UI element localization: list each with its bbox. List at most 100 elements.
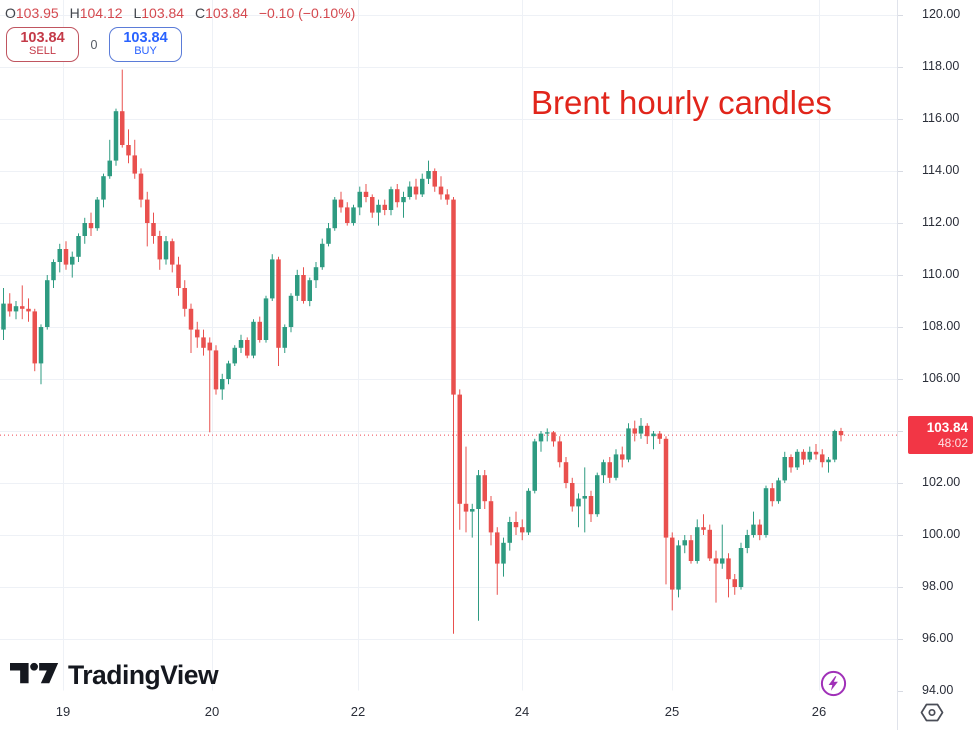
candle <box>145 191 150 247</box>
candle <box>176 256 181 296</box>
price-axis-label: 110.00 <box>922 267 960 281</box>
candle <box>151 212 156 244</box>
price-axis-label: 114.00 <box>922 163 960 177</box>
hidden-marks-eye-icon[interactable] <box>920 703 944 722</box>
candle <box>751 511 756 538</box>
sell-button[interactable]: 103.84 SELL <box>6 27 79 62</box>
candle <box>451 197 456 634</box>
candle <box>651 431 656 450</box>
candle <box>188 303 194 353</box>
candle <box>720 524 725 569</box>
candle <box>620 446 625 468</box>
candle <box>626 423 631 463</box>
time-axis[interactable]: 19 20 22 24 25 26 <box>0 691 897 730</box>
candle <box>382 199 387 216</box>
price-axis-tick <box>898 223 903 224</box>
candle <box>201 329 206 356</box>
candle <box>713 550 719 603</box>
candle <box>138 168 144 208</box>
tradingview-logo[interactable]: TradingView <box>10 660 219 691</box>
legend-change-value: −0.10 (−0.10%) <box>258 5 356 21</box>
candle <box>788 454 794 473</box>
candle <box>707 524 712 561</box>
candle <box>657 431 662 444</box>
candle <box>270 254 275 301</box>
candle <box>526 488 531 535</box>
candle <box>588 490 594 522</box>
price-axis-tick <box>898 587 903 588</box>
candle <box>413 178 419 200</box>
buy-price: 103.84 <box>123 30 168 47</box>
candle <box>163 236 169 265</box>
candle <box>776 477 781 504</box>
candle <box>532 438 537 494</box>
candle <box>13 301 19 320</box>
price-axis-tick <box>898 691 903 692</box>
candle <box>495 527 500 595</box>
candle <box>357 186 362 216</box>
price-axis-label: 116.00 <box>922 111 960 125</box>
candle <box>782 451 787 483</box>
sell-label: SELL <box>29 45 56 58</box>
legend-open-label: O <box>5 5 16 21</box>
candle <box>407 181 412 200</box>
trade-panel: 103.84 SELL 0 103.84 BUY <box>6 27 182 62</box>
candle <box>226 360 231 385</box>
candle <box>538 431 544 452</box>
legend-low-label: L <box>133 5 142 21</box>
price-axis[interactable]: 103.84 48:02 120.00 118.00 116.00 114.00 112… <box>897 0 975 730</box>
candle <box>313 262 319 288</box>
tradingview-logo-text: TradingView <box>68 660 219 690</box>
candle <box>613 449 619 481</box>
candle <box>26 298 31 322</box>
price-axis-label: 106.00 <box>922 371 961 385</box>
candle <box>113 108 119 166</box>
candle <box>170 238 175 273</box>
price-axis-tick <box>898 483 903 484</box>
candle <box>570 477 575 512</box>
candle <box>132 139 137 179</box>
candle <box>338 191 344 213</box>
candle <box>470 503 475 538</box>
time-axis-label: 24 <box>514 704 530 719</box>
candle <box>363 184 369 203</box>
price-axis-tick <box>898 639 903 640</box>
current-price-value: 103.84 <box>926 420 968 436</box>
candle <box>432 168 437 192</box>
candle <box>676 540 681 598</box>
price-axis-label: 96.00 <box>922 631 954 645</box>
candle <box>238 334 244 353</box>
candle <box>95 197 100 231</box>
buy-button[interactable]: 103.84 BUY <box>109 27 182 62</box>
candle <box>545 428 550 442</box>
candle <box>251 319 256 359</box>
bar-countdown: 48:02 <box>937 436 968 451</box>
price-axis-tick <box>898 67 903 68</box>
candle <box>395 184 400 208</box>
candle <box>445 189 450 205</box>
candle <box>70 251 75 278</box>
tradingview-logo-icon <box>10 661 59 691</box>
lightning-bolt-icon[interactable] <box>820 670 847 697</box>
candle <box>563 457 569 489</box>
spread-value: 0 <box>90 37 98 52</box>
candle <box>51 259 56 288</box>
candle <box>832 429 837 463</box>
legend-open-value: 103.95 <box>15 5 59 21</box>
candle <box>576 493 581 528</box>
candle <box>838 427 844 442</box>
chart-title-annotation: Brent hourly candles <box>531 84 832 121</box>
candle <box>301 267 306 304</box>
candle <box>157 230 162 270</box>
price-axis-label: 112.00 <box>922 215 960 229</box>
candle <box>476 470 481 621</box>
candle <box>213 345 219 395</box>
candle <box>551 431 556 447</box>
candle <box>801 449 806 465</box>
candle <box>688 535 694 564</box>
candle <box>645 423 650 444</box>
candle <box>726 553 731 598</box>
candle <box>207 337 212 433</box>
price-axis-label: 120.00 <box>922 7 961 21</box>
candle <box>488 496 494 546</box>
